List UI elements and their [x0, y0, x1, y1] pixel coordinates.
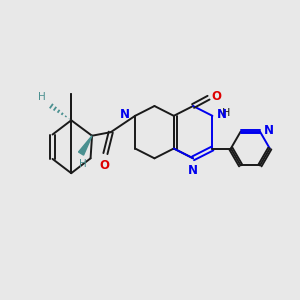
Text: N: N	[120, 108, 130, 121]
Text: N: N	[217, 108, 227, 121]
Text: H: H	[222, 108, 230, 118]
Text: N: N	[188, 164, 198, 177]
Text: H: H	[79, 159, 86, 169]
Text: O: O	[99, 159, 109, 172]
Polygon shape	[79, 136, 92, 155]
Text: N: N	[263, 124, 274, 136]
Text: O: O	[212, 90, 221, 103]
Text: H: H	[38, 92, 45, 102]
